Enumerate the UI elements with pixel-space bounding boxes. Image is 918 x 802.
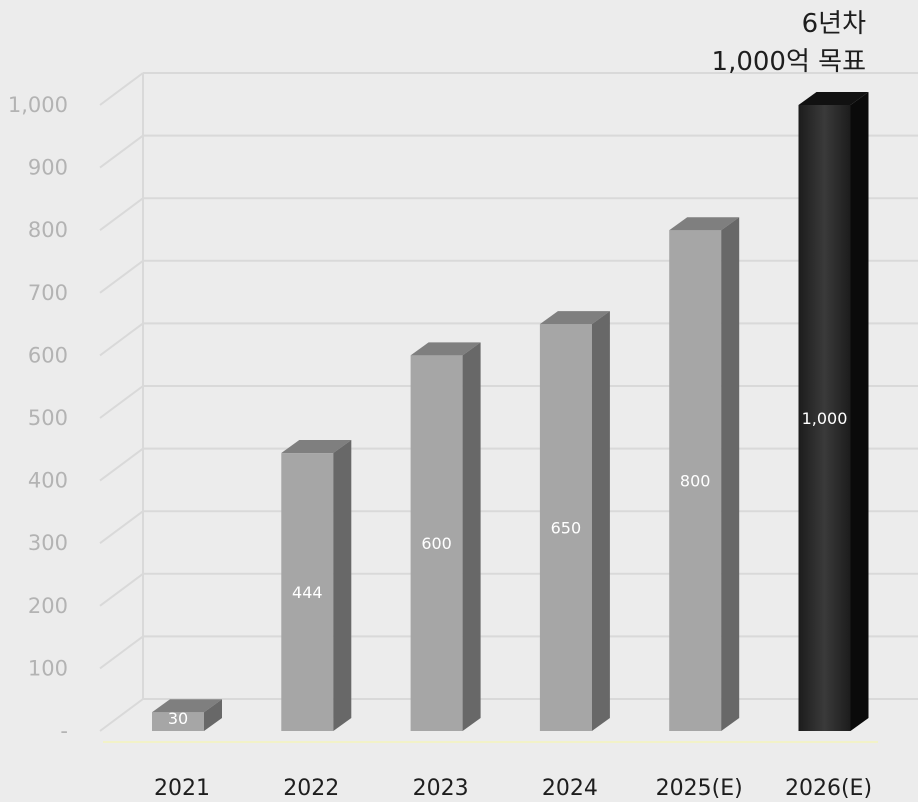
bar-top-face (281, 440, 352, 454)
gridline-depth (99, 385, 144, 419)
annotation-line-1: 6년차 (802, 9, 866, 39)
bar-2026(E): 1,000 (798, 92, 869, 731)
y-axis-tick-labels: - 100 200 300 400 500 600 700 800 900 1,000 (8, 93, 68, 743)
bar-2022: 444 (281, 440, 352, 731)
y-tick-label: 600 (28, 343, 68, 367)
bar-front (410, 355, 463, 731)
x-axis-tick-labels: 2021 2022 2023 2024 2025(E) 2026(E) (154, 776, 872, 801)
gridline-depth (99, 72, 144, 106)
bar-front (798, 105, 851, 731)
x-tick-label: 2021 (154, 776, 210, 801)
y-tick-label: 1,000 (8, 93, 68, 117)
data-label: 1,000 (802, 409, 848, 428)
gridline-depth (99, 510, 144, 545)
bar-side-face (850, 92, 869, 731)
bar-top-face (152, 699, 222, 713)
y-tick-label: 100 (28, 656, 68, 680)
bar-side-face (462, 342, 481, 731)
gridline-depth (99, 698, 144, 732)
gridline-depth (99, 572, 144, 607)
data-label: 600 (421, 534, 452, 553)
y-tick-label: 400 (28, 469, 68, 493)
data-label: 444 (292, 583, 323, 602)
bar-top-face (410, 342, 481, 356)
data-label: 650 (551, 519, 582, 538)
annotation-line-2: 1,000억 목표 (712, 47, 866, 77)
bar-top-face (539, 311, 610, 325)
gridline-depth (99, 635, 144, 670)
bar-side-face (204, 699, 222, 731)
gridline-depth (99, 134, 144, 169)
gridlines (99, 72, 918, 743)
bar-side-face (721, 217, 740, 731)
bar-front (281, 453, 334, 731)
gridline-depth (99, 197, 144, 232)
x-tick-label: 2025(E) (656, 776, 743, 801)
y-tick-label: 800 (28, 218, 68, 242)
bar-front (669, 230, 722, 731)
bar-2021: 30 (152, 699, 222, 731)
y-tick-label: 700 (28, 281, 68, 305)
x-tick-label: 2023 (413, 776, 469, 801)
bar-side-face (591, 311, 610, 731)
y-tick-label: 500 (28, 406, 68, 430)
gridline-depth (99, 322, 144, 357)
bar-top-face (669, 217, 740, 231)
y-tick-label: - (60, 719, 68, 743)
data-label: 800 (680, 472, 711, 491)
gridline-depth (99, 259, 144, 294)
bar-2023: 600 (410, 342, 481, 731)
y-tick-label: 900 (28, 156, 68, 180)
y-tick-label: 200 (28, 594, 68, 618)
data-label: 30 (168, 709, 188, 728)
x-tick-label: 2022 (283, 776, 339, 801)
bar-2025(E): 800 (669, 217, 740, 731)
bar-front (152, 712, 204, 731)
y-tick-label: 300 (28, 531, 68, 555)
x-tick-label: 2024 (542, 776, 598, 801)
bar-top-face (798, 92, 869, 105)
x-tick-label: 2026(E) (785, 776, 872, 801)
gridline-depth (99, 447, 144, 482)
bars: 30 444 600 650 800 1,000 (152, 92, 869, 731)
annotation: 6년차 1,000억 목표 (712, 9, 867, 77)
bar-side-face (333, 440, 352, 731)
bar-2024: 650 (539, 311, 610, 731)
bar-front (539, 324, 592, 731)
